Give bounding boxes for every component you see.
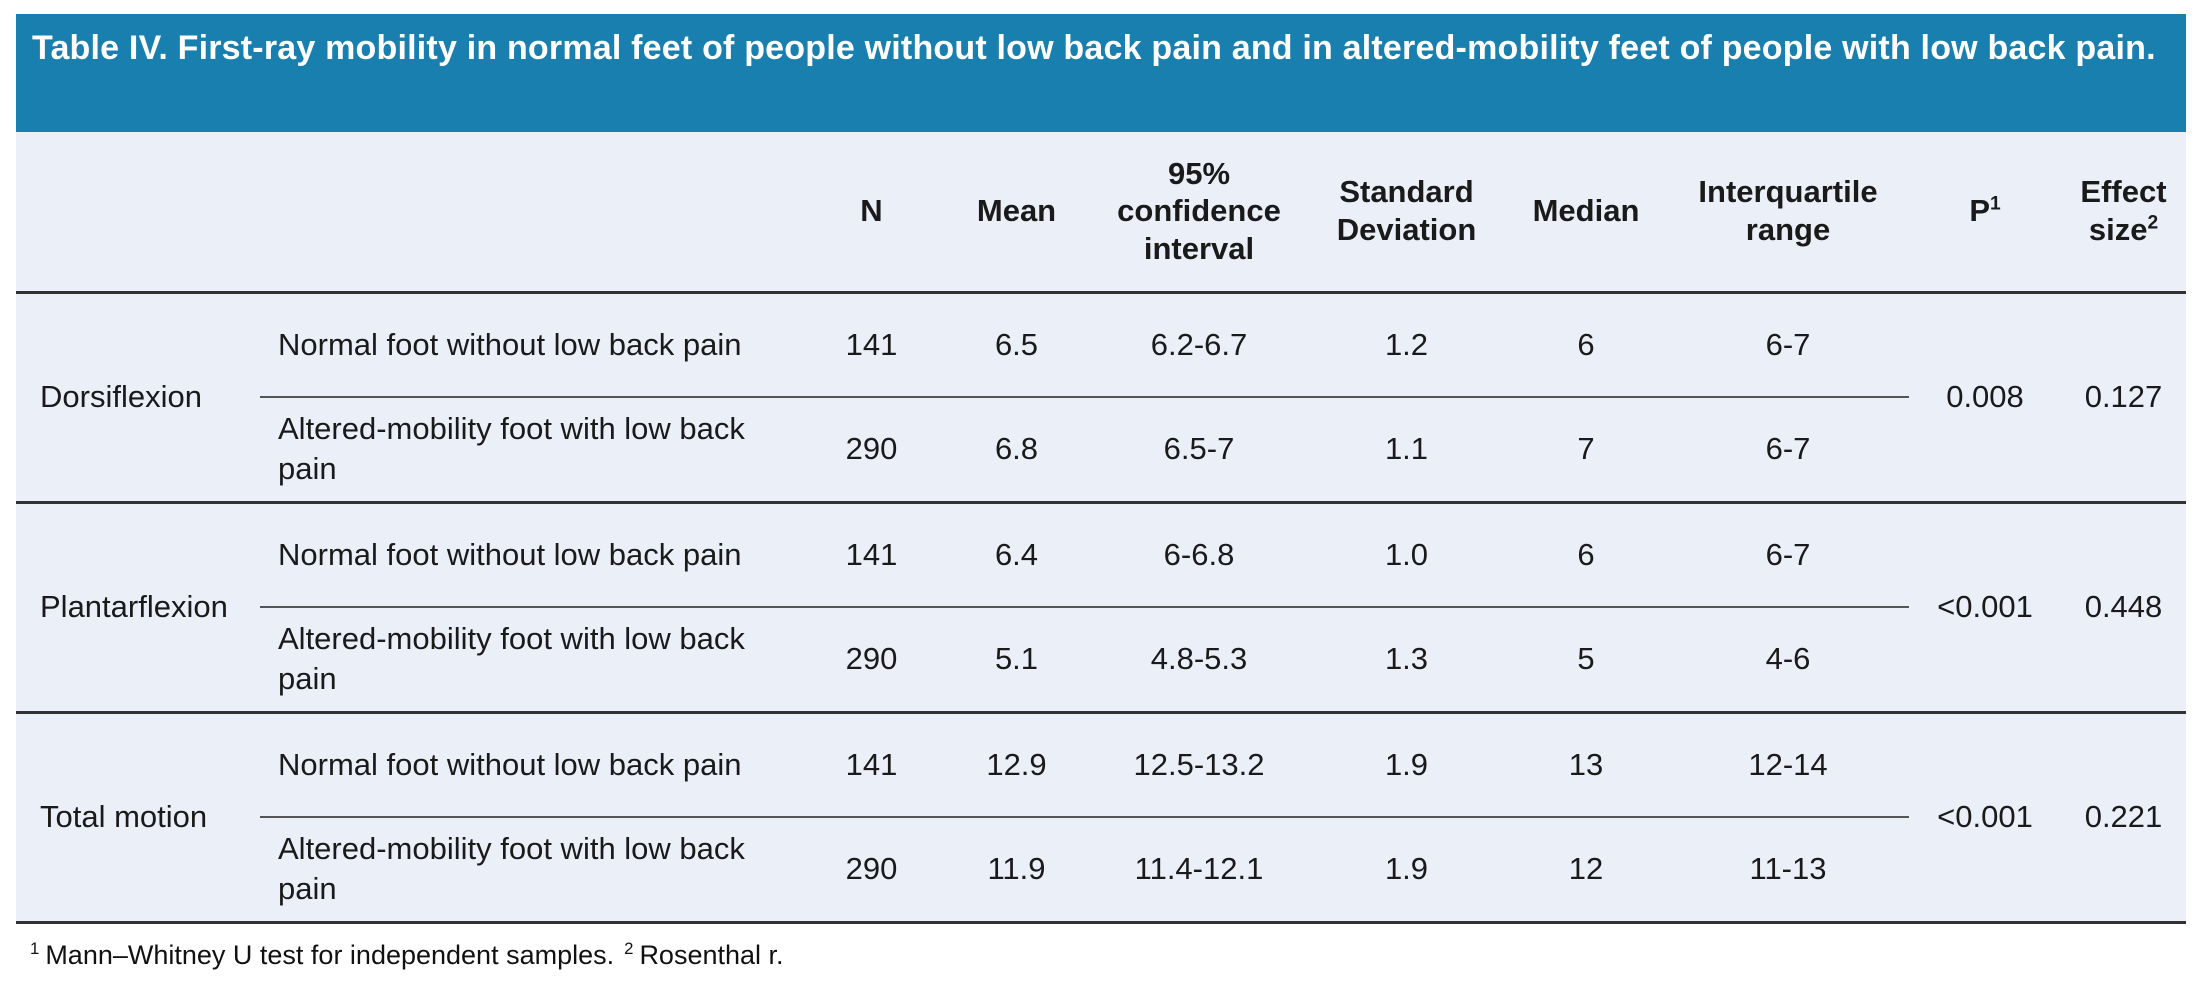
group-label: Normal foot without low back pain (260, 502, 800, 608)
cell-ci: 4.8-5.3 (1090, 607, 1308, 714)
header-n: N (800, 132, 943, 294)
footnote-1-text: Mann–Whitney U test for independent samp… (45, 939, 615, 970)
table-row: Plantarflexion Normal foot without low b… (16, 502, 2186, 714)
header-mean: Mean (943, 132, 1090, 294)
section-dorsiflexion: Dorsiflexion Normal foot without low bac… (16, 292, 2186, 504)
section-label-plantarflexion: Plantarflexion (16, 502, 260, 714)
table-row: Total motion Normal foot without low bac… (16, 712, 2186, 924)
cell-ci: 6.5-7 (1090, 397, 1308, 504)
cell-sd: 1.9 (1308, 712, 1505, 818)
cell-sd: 1.3 (1308, 607, 1505, 714)
cell-iqr: 6-7 (1667, 292, 1909, 398)
group-label: Normal foot without low back pain (260, 292, 800, 398)
footnote-2: 2 Rosenthal r. (624, 940, 783, 970)
header-p: P1 (1909, 132, 2061, 294)
table-footnote: 1 Mann–Whitney U test for independent sam… (16, 940, 2186, 971)
footnote-2-superscript: 2 (624, 938, 634, 958)
cell-n: 141 (800, 502, 943, 608)
section-label-dorsiflexion: Dorsiflexion (16, 292, 260, 504)
header-iqr: Interquartile range (1667, 132, 1909, 294)
header-p-label: P (1969, 193, 1990, 229)
table-row: Dorsiflexion Normal foot without low bac… (16, 292, 2186, 504)
group-label: Altered-mobility foot with low back pain (260, 397, 800, 504)
group-label: Altered-mobility foot with low back pain (260, 817, 800, 924)
cell-mean: 6.5 (943, 292, 1090, 398)
table-row: Altered-mobility foot with low back pain… (16, 607, 2186, 714)
header-effect-size: Effect size2 (2061, 132, 2186, 294)
cell-median: 6 (1505, 502, 1667, 608)
cell-ci: 12.5-13.2 (1090, 712, 1308, 818)
cell-ci: 6-6.8 (1090, 502, 1308, 608)
cell-p-value: <0.001 (1909, 712, 2061, 924)
header-empty-label (16, 132, 260, 294)
cell-iqr: 4-6 (1667, 607, 1909, 714)
cell-n: 290 (800, 607, 943, 714)
cell-median: 12 (1505, 817, 1667, 924)
section-total-motion: Total motion Normal foot without low bac… (16, 712, 2186, 924)
cell-mean: 11.9 (943, 817, 1090, 924)
header-sd: Standard Deviation (1308, 132, 1505, 294)
cell-iqr: 12-14 (1667, 712, 1909, 818)
section-label-total-motion: Total motion (16, 712, 260, 924)
cell-ci: 6.2-6.7 (1090, 292, 1308, 398)
header-row: N Mean 95% confidence interval Standard … (16, 132, 2186, 294)
cell-iqr: 6-7 (1667, 397, 1909, 504)
cell-sd: 1.0 (1308, 502, 1505, 608)
cell-median: 7 (1505, 397, 1667, 504)
cell-median: 6 (1505, 292, 1667, 398)
footnote-1: 1 Mann–Whitney U test for independent sam… (30, 940, 614, 970)
cell-sd: 1.9 (1308, 817, 1505, 924)
header-effect-superscript: 2 (2147, 212, 2159, 234)
cell-ci: 11.4-12.1 (1090, 817, 1308, 924)
cell-p-value: <0.001 (1909, 502, 2061, 714)
cell-n: 141 (800, 712, 943, 818)
cell-p-value: 0.008 (1909, 292, 2061, 504)
cell-n: 290 (800, 817, 943, 924)
footnote-2-text: Rosenthal r. (639, 939, 784, 970)
group-label: Normal foot without low back pain (260, 712, 800, 818)
cell-effect-size: 0.448 (2061, 502, 2186, 714)
section-plantarflexion: Plantarflexion Normal foot without low b… (16, 502, 2186, 714)
table-header: N Mean 95% confidence interval Standard … (16, 132, 2186, 294)
cell-iqr: 6-7 (1667, 502, 1909, 608)
table-row: Altered-mobility foot with low back pain… (16, 397, 2186, 504)
cell-mean: 6.4 (943, 502, 1090, 608)
header-ci: 95% confidence interval (1090, 132, 1308, 294)
group-label: Altered-mobility foot with low back pain (260, 607, 800, 714)
cell-mean: 5.1 (943, 607, 1090, 714)
table-title-bar: Table IV. First-ray mobility in normal f… (16, 14, 2186, 132)
cell-sd: 1.1 (1308, 397, 1505, 504)
cell-median: 5 (1505, 607, 1667, 714)
cell-n: 141 (800, 292, 943, 398)
cell-mean: 12.9 (943, 712, 1090, 818)
header-p-superscript: 1 (1990, 194, 2001, 216)
data-table: N Mean 95% confidence interval Standard … (16, 132, 2186, 924)
header-empty-group (260, 132, 800, 294)
cell-effect-size: 0.127 (2061, 292, 2186, 504)
cell-effect-size: 0.221 (2061, 712, 2186, 924)
cell-mean: 6.8 (943, 397, 1090, 504)
cell-median: 13 (1505, 712, 1667, 818)
table-title: Table IV. First-ray mobility in normal f… (32, 29, 2156, 67)
header-median: Median (1505, 132, 1667, 294)
cell-n: 290 (800, 397, 943, 504)
footnote-1-superscript: 1 (30, 938, 40, 958)
cell-iqr: 11-13 (1667, 817, 1909, 924)
header-effect-label: Effect size (2080, 174, 2167, 248)
cell-sd: 1.2 (1308, 292, 1505, 398)
table-row: Altered-mobility foot with low back pain… (16, 817, 2186, 924)
